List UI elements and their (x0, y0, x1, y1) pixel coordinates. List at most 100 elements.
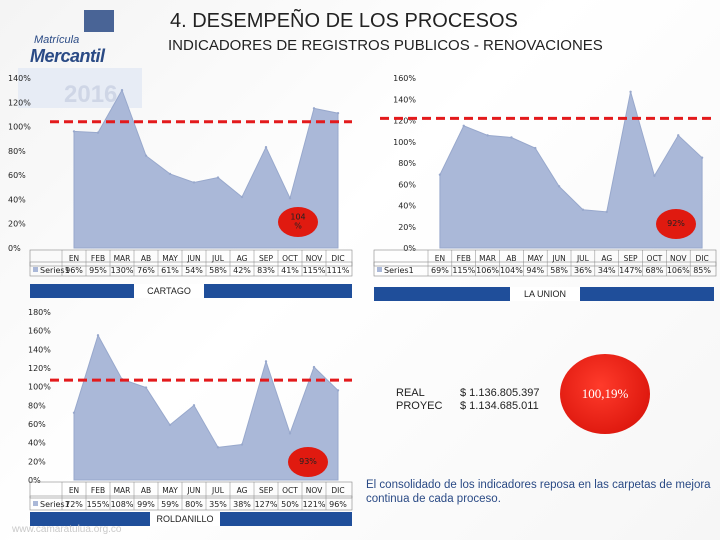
roldanillo-table-header-box (29, 481, 353, 499)
proyec-value: $ 1.134.685.011 (460, 400, 539, 412)
launion-value-label: 68% (646, 266, 664, 275)
roldanillo-category-label: EN (69, 486, 79, 495)
roldanillo-data-point (336, 389, 340, 392)
roldanillo-value-label: 59% (161, 500, 179, 509)
roldanillo-data-point (144, 386, 148, 389)
cartago-value-label: 76% (137, 266, 155, 275)
roldanillo-target-label: 93% (299, 457, 317, 466)
launion-data-point (462, 124, 465, 128)
launion-value-label: 85% (693, 266, 711, 275)
roldanillo-category-label: FEB (91, 486, 105, 495)
roldanillo-value-label: 108% (111, 500, 134, 509)
launion-category-label: DIC (695, 254, 708, 263)
launion-value-label: 106% (476, 266, 499, 275)
launion-y-tick: 60% (398, 180, 416, 189)
launion-value-label: 104% (500, 266, 523, 275)
cartago-y-tick: 20% (8, 220, 26, 229)
launion-category-label: EN (435, 254, 445, 263)
roldanillo-y-tick: 60% (28, 420, 46, 429)
roldanillo-data-point (264, 360, 268, 363)
roldanillo-category-label: JUL (211, 486, 225, 495)
roldanillo-data-point (216, 446, 220, 449)
cartago-legend-label: Series1 (40, 266, 70, 275)
cartago-category-label: MAR (114, 254, 131, 263)
cartago-data-point (96, 131, 100, 134)
cartago-value-label: 42% (233, 266, 251, 275)
cartago-data-point (336, 112, 340, 115)
cartago-category-label: NOV (306, 254, 323, 263)
compliance-percent-bubble: 100,19% (560, 354, 650, 434)
cartago-data-point (216, 176, 220, 179)
consolidated-note: El consolidado de los indicadores reposa… (366, 479, 711, 505)
launion-data-point (581, 208, 585, 211)
launion-category-label: FEB (457, 254, 471, 263)
roldanillo-value-label: 155% (87, 500, 110, 509)
roldanillo-data-point (72, 411, 76, 414)
cartago-category-label: OCT (282, 254, 298, 263)
launion-data-point (534, 146, 537, 150)
launion-category-label: AG (601, 254, 612, 263)
roldanillo-value-label: 72% (65, 500, 83, 509)
launion-y-tick: 0% (403, 244, 416, 253)
roldanillo-category-label: MAY (162, 486, 178, 495)
cartago-y-tick: 0% (8, 244, 21, 253)
roldanillo-y-tick: 180% (28, 308, 51, 317)
roldanillo-y-tick: 160% (28, 327, 51, 336)
real-label: REAL (396, 387, 425, 399)
cartago-value-label: 58% (209, 266, 227, 275)
page-title: 4. DESEMPEÑO DE LOS PROCESOS (170, 10, 518, 32)
cartago-table-header-box (29, 249, 353, 267)
cartago-target-label: 104 (290, 213, 305, 222)
roldanillo-category-label: DIC (331, 486, 344, 495)
launion-value-label: 106% (667, 266, 690, 275)
cartago-y-tick: 40% (8, 195, 26, 204)
launion-value-label: 147% (619, 266, 642, 275)
launion-legend-swatch (377, 267, 382, 272)
launion-y-tick: 20% (398, 223, 416, 232)
cartago-y-tick: 80% (8, 147, 26, 156)
roldanillo-category-label: AG (237, 486, 248, 495)
cartago-data-point (192, 181, 196, 184)
cartago-category-label: AB (141, 254, 151, 263)
launion-value-label: 115% (452, 266, 475, 275)
launion-value-label: 69% (431, 266, 449, 275)
roldanillo-y-tick: 0% (28, 476, 41, 485)
logo-year: 2016 (64, 81, 118, 108)
roldanillo-legend-label: Series1 (40, 500, 70, 509)
launion-target-bubble (656, 209, 696, 239)
launion-data-point (486, 134, 489, 137)
cartago-data-point (264, 146, 268, 149)
cartago-y-tick: 100% (8, 123, 31, 132)
cartago-value-label: 41% (281, 266, 299, 275)
cartago-data-point (288, 197, 292, 200)
launion-y-tick: 100% (393, 138, 416, 147)
roldanillo-data-point (240, 443, 244, 446)
cartago-table-row-box (29, 261, 353, 277)
roldanillo-category-label: SEP (259, 486, 273, 495)
launion-data-point (653, 174, 656, 177)
cartago-value-label: 83% (257, 266, 275, 275)
roldanillo-value-label: 127% (255, 500, 278, 509)
launion-y-tick: 140% (393, 95, 416, 104)
cartago-target-bubble (278, 207, 318, 237)
cartago-value-label: 95% (89, 266, 107, 275)
proyec-label: PROYEC (396, 400, 443, 412)
roldanillo-data-point (96, 334, 100, 337)
cartago-y-tick: 140% (8, 74, 31, 83)
cartago-value-label: 96% (65, 266, 83, 275)
logo-line2: Mercantil (30, 46, 105, 66)
cartago-data-point (144, 154, 148, 157)
launion-value-label: 58% (550, 266, 568, 275)
cartago-data-point (240, 195, 244, 199)
roldanillo-value-label: 35% (209, 500, 227, 509)
launion-category-label: SEP (624, 254, 638, 263)
launion-data-point (629, 90, 632, 94)
launion-category-label: JUL (576, 254, 590, 263)
launion-value-label: 94% (526, 266, 544, 275)
logo-line1: Matrícula (34, 34, 80, 46)
launion-table-header-box (373, 249, 717, 267)
roldanillo-y-tick: 20% (28, 457, 46, 466)
cartago-y-tick: 120% (8, 98, 31, 107)
cartago-data-point (312, 107, 316, 110)
